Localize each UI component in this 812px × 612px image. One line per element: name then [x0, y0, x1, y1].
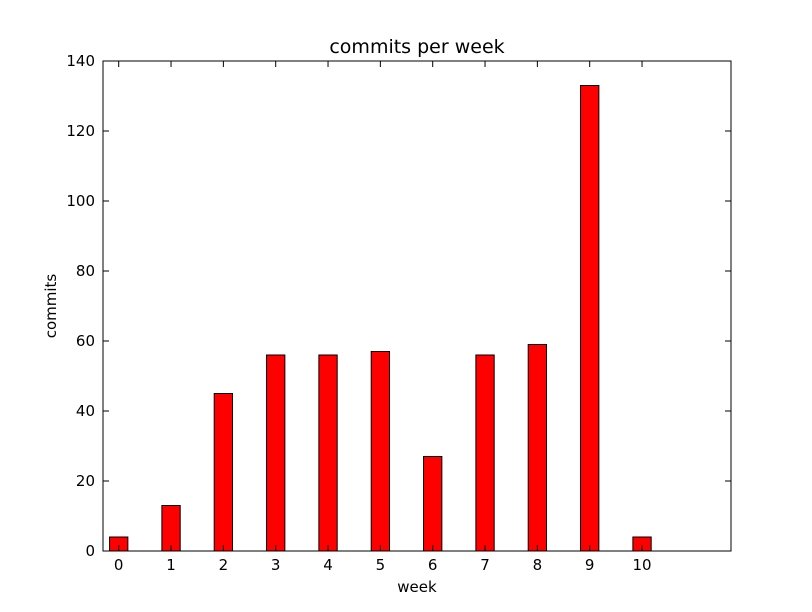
- x-tick-label: 5: [376, 556, 386, 574]
- y-tick-label: 80: [76, 262, 95, 280]
- bar-week-8: [527, 344, 548, 552]
- x-tick-label: 0: [114, 556, 124, 574]
- bar-week-5: [370, 351, 391, 552]
- plot-area: [103, 61, 731, 551]
- bar-week-3: [266, 354, 286, 552]
- x-tick-label: 3: [271, 556, 281, 574]
- bar-week-6: [423, 456, 443, 552]
- y-tick-label: 40: [76, 402, 95, 420]
- x-tick-label: 8: [533, 556, 543, 574]
- x-tick-label: 6: [428, 556, 438, 574]
- x-tick-label: 1: [166, 556, 176, 574]
- y-tick-label: 120: [66, 122, 95, 140]
- x-axis-label: week: [397, 578, 437, 596]
- chart-title: commits per week: [329, 36, 504, 58]
- y-tick-label: 20: [76, 472, 95, 490]
- bar-week-9: [580, 85, 600, 552]
- bar-week-1: [161, 505, 181, 552]
- x-tick-label: 10: [632, 556, 651, 574]
- x-tick-label: 9: [585, 556, 595, 574]
- x-tick-label: 7: [480, 556, 490, 574]
- x-tick-label: 2: [219, 556, 229, 574]
- bar-week-4: [318, 354, 338, 552]
- x-tick-label: 4: [323, 556, 333, 574]
- bars-group: [109, 85, 652, 552]
- y-tick-label: 60: [76, 332, 95, 350]
- y-tick-label: 0: [85, 542, 95, 560]
- y-tick-label: 140: [66, 52, 95, 70]
- y-tick-label: 100: [66, 192, 95, 210]
- plot-frame: [102, 60, 732, 552]
- bar-week-2: [213, 393, 234, 552]
- bar-week-7: [475, 354, 495, 552]
- y-axis-label: commits: [42, 274, 60, 339]
